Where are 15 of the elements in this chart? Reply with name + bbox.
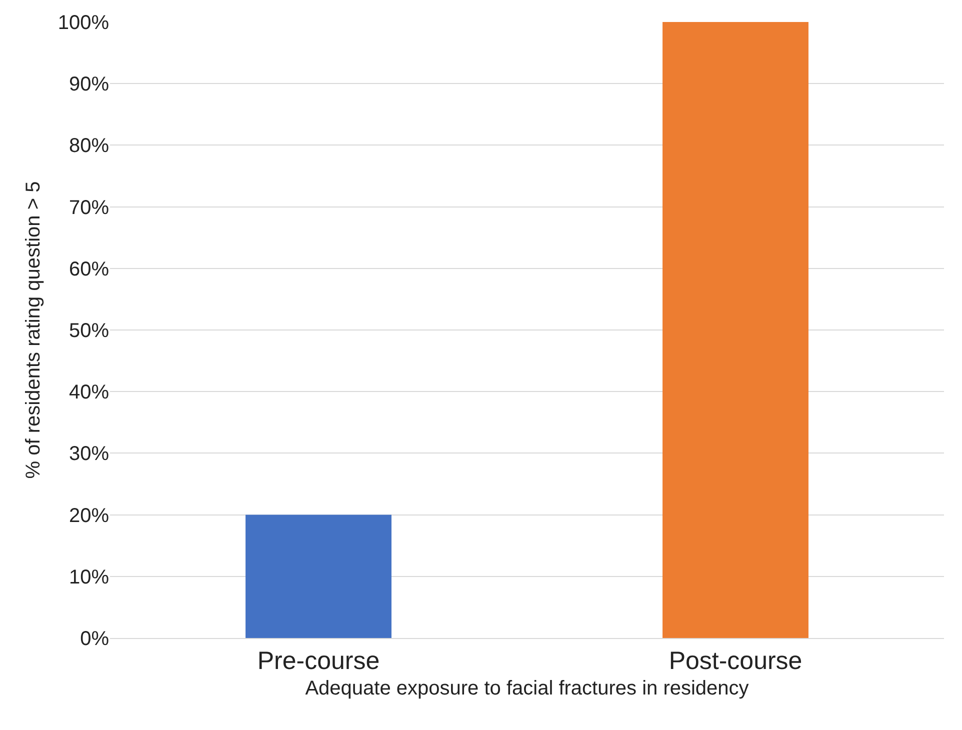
y-tick-label: 40% bbox=[68, 382, 110, 404]
y-tick-label: 50% bbox=[68, 320, 110, 342]
y-tick-label: 20% bbox=[68, 504, 110, 527]
y-axis-title: % of residents rating question > 5 bbox=[22, 181, 44, 479]
x-axis-title: Adequate exposure to facial fractures in residency bbox=[305, 678, 749, 700]
y-tick-label: 30% bbox=[68, 443, 110, 466]
y-tick-label: 70% bbox=[68, 196, 110, 219]
y-tick-label: 90% bbox=[68, 74, 110, 96]
y-tick-label: 100% bbox=[58, 12, 110, 34]
y-tick-label: 0% bbox=[80, 628, 110, 650]
y-tick-label: 80% bbox=[68, 135, 110, 158]
x-tick-label: Post-course bbox=[668, 647, 802, 675]
x-tick-label: Pre-course bbox=[257, 647, 380, 675]
y-tick-label: 60% bbox=[68, 258, 110, 280]
y-tick-label: 10% bbox=[68, 566, 110, 588]
